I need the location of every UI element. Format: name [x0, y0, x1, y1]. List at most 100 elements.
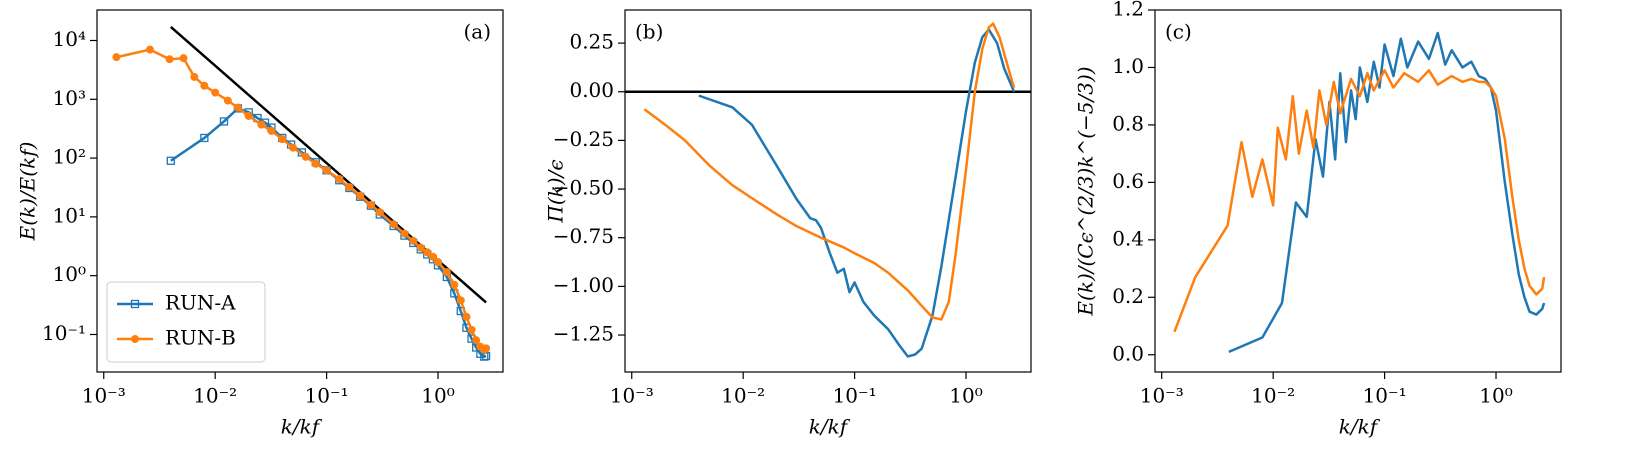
- x-axis-label: k/kf: [809, 415, 851, 439]
- y-axis-label: E(k)/E(kf): [16, 142, 40, 242]
- marker: [211, 88, 220, 97]
- x-tick-label: 10⁻³: [1140, 384, 1184, 408]
- marker: [450, 280, 459, 289]
- x-tick-label: 10⁻³: [610, 384, 654, 408]
- marker: [456, 296, 465, 305]
- x-tick-label: 10⁰: [949, 384, 982, 408]
- y-tick-label: 10¹: [53, 203, 86, 227]
- y-axis-label: Π(k)/ϵ: [544, 159, 568, 223]
- y-tick-label: 0.8: [1112, 111, 1144, 135]
- series-line: [1228, 31, 1546, 354]
- y-tick-label: −0.75: [553, 224, 614, 248]
- plot-area: [625, 22, 1031, 358]
- marker: [190, 72, 199, 81]
- marker: [375, 208, 384, 217]
- x-axis-label: k/kf: [1339, 415, 1381, 439]
- marker: [301, 152, 310, 161]
- marker: [322, 166, 331, 175]
- legend-label: RUN-A: [165, 291, 236, 315]
- marker: [462, 312, 471, 321]
- marker: [389, 220, 398, 229]
- marker: [472, 336, 481, 345]
- x-tick-label: 10⁻²: [193, 384, 237, 408]
- marker: [356, 191, 365, 200]
- marker: [409, 236, 418, 245]
- y-tick-label: 10⁻¹: [42, 321, 86, 345]
- y-tick-label: −0.50: [553, 176, 614, 200]
- x-tick-label: 10⁻³: [82, 384, 126, 408]
- plot-area: [1173, 31, 1546, 354]
- marker: [257, 120, 266, 129]
- y-tick-label: 10²: [53, 145, 86, 169]
- marker: [335, 175, 344, 184]
- marker: [130, 299, 140, 309]
- marker: [311, 159, 320, 168]
- axes-frame: [96, 9, 504, 373]
- panel: 10⁻³ 10⁻² 10⁻¹ 10⁰ −1.25 −1.00 −0.75 −0.50 −0.25…: [544, 9, 1032, 439]
- marker: [219, 117, 229, 126]
- x-tick-label: 10⁻¹: [1363, 384, 1407, 408]
- marker: [233, 103, 242, 112]
- marker: [278, 135, 287, 144]
- marker: [482, 344, 491, 353]
- plot-area: [112, 25, 491, 361]
- y-tick-label: 10⁴: [53, 27, 86, 51]
- marker: [289, 143, 298, 152]
- panel: 10⁻³ 10⁻² 10⁻¹ 10⁰ 0.0 0.2 0.4 0.6 0.8 1.0 1.2 (c) k…: [1074, 0, 1562, 439]
- marker: [416, 243, 425, 252]
- marker: [179, 54, 188, 63]
- marker: [145, 45, 154, 54]
- panel-label: (c): [1165, 20, 1192, 44]
- x-tick-label: 10⁻¹: [833, 384, 877, 408]
- x-tick-label: 10⁰: [1479, 384, 1512, 408]
- y-tick-label: 10⁰: [53, 262, 86, 286]
- y-tick-label: 0.4: [1112, 226, 1144, 250]
- marker: [112, 53, 121, 62]
- x-tick-label: 10⁻¹: [305, 384, 349, 408]
- marker: [165, 55, 174, 64]
- panel-label: (b): [635, 20, 663, 44]
- marker: [345, 183, 354, 192]
- y-tick-label: 1.2: [1112, 0, 1144, 21]
- y-tick-label: 1.0: [1112, 54, 1144, 78]
- y-tick-label: −1.00: [553, 273, 614, 297]
- series-line: [643, 22, 1016, 321]
- marker: [200, 81, 209, 90]
- marker: [442, 268, 451, 277]
- x-axis-label: k/kf: [281, 415, 323, 439]
- marker: [267, 126, 276, 135]
- legend-box: [106, 281, 266, 363]
- x-tick-label: 10⁻²: [721, 384, 765, 408]
- panel-label: (a): [463, 20, 491, 44]
- y-tick-label: −0.25: [553, 127, 614, 151]
- axes-frame: [1154, 9, 1562, 373]
- y-tick-label: 10³: [53, 86, 86, 110]
- x-tick-label: 10⁻²: [1251, 384, 1295, 408]
- marker: [423, 248, 432, 257]
- series-line: [1173, 69, 1546, 333]
- y-tick-label: 0.6: [1112, 169, 1144, 193]
- series-line: [698, 28, 1016, 358]
- y-tick-label: 0.0: [1112, 341, 1144, 365]
- marker: [400, 229, 409, 238]
- y-tick-label: −1.25: [553, 322, 614, 346]
- y-tick-label: 0.2: [1112, 284, 1144, 308]
- y-tick-label: 0.25: [569, 30, 614, 54]
- x-tick-label: 10⁰: [421, 384, 454, 408]
- marker: [434, 258, 443, 267]
- legend-label: RUN-B: [165, 326, 236, 350]
- marker: [244, 111, 253, 120]
- y-tick-label: 0.00: [569, 78, 614, 102]
- marker: [223, 96, 232, 105]
- marker: [200, 133, 209, 143]
- panel: 10⁻³ 10⁻² 10⁻¹ 10⁰ 10⁻¹ 10⁰ 10¹ 10² 10³ 10⁴ (a) k/k…: [16, 9, 504, 439]
- marker: [428, 252, 437, 261]
- marker: [166, 156, 175, 165]
- marker: [366, 200, 375, 209]
- y-axis-label: E(k)/(Cϵ^(2/3)k^(−5/3)): [1074, 66, 1098, 316]
- marker: [131, 335, 139, 343]
- marker: [467, 325, 476, 334]
- axes-frame: [624, 9, 1032, 373]
